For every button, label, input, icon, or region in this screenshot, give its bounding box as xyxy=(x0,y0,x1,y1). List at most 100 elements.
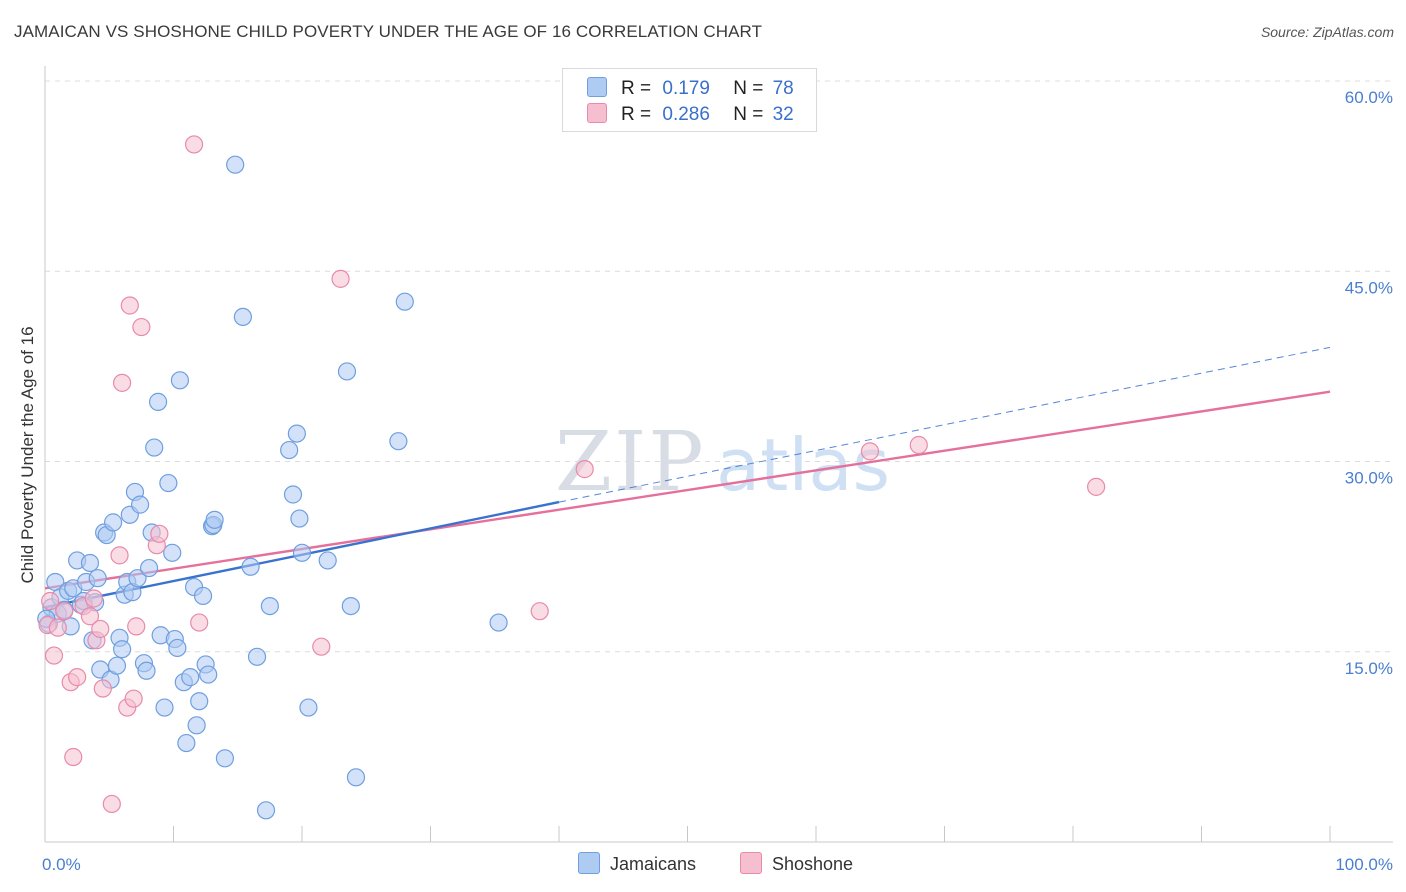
y-axis-label: Child Poverty Under the Age of 16 xyxy=(18,326,37,584)
grid-lines xyxy=(45,80,1393,653)
shoshone-point xyxy=(55,602,74,621)
chart-source: Source: ZipAtlas.com xyxy=(1260,24,1394,40)
chart-title: JAMAICAN VS SHOSHONE CHILD POVERTY UNDER… xyxy=(14,22,763,41)
jamaicans-point xyxy=(139,558,159,578)
shoshone-point xyxy=(1087,477,1106,496)
jamaicans-point xyxy=(287,424,306,443)
shoshone-point xyxy=(530,602,549,621)
jamaicans-point xyxy=(395,292,414,311)
jamaicans-point xyxy=(215,749,234,768)
bottom-legend-label-shoshone: Shoshone xyxy=(772,854,854,874)
jamaicans-point xyxy=(137,661,156,680)
shoshone-point xyxy=(132,317,151,337)
jamaicans-point xyxy=(104,513,123,532)
jamaicans-point xyxy=(283,485,303,504)
shoshone-point xyxy=(120,296,139,315)
shoshone-trend-line xyxy=(44,390,1331,590)
shoshone-point xyxy=(575,460,594,479)
legend-swatch-shoshone xyxy=(587,103,607,123)
correlation-legend: R = 0.179 N = 78 R = 0.286 N = 32 xyxy=(562,68,817,132)
jamaicans-point xyxy=(130,495,150,514)
jamaicans-point xyxy=(107,656,127,675)
shoshone-point xyxy=(64,747,83,767)
shoshone-point xyxy=(44,646,64,665)
jamaicans-point xyxy=(88,569,107,588)
watermark-atlas: atlas xyxy=(716,423,890,507)
shoshone-point xyxy=(190,613,209,632)
bottom-legend-jamaicans: Jamaicans xyxy=(578,852,696,876)
jamaicans-point xyxy=(280,440,299,460)
jamaicans-point xyxy=(163,543,182,562)
jamaicans-point xyxy=(318,551,337,570)
bottom-legend-label-jamaicans: Jamaicans xyxy=(610,854,697,874)
jamaicans-point xyxy=(199,665,218,684)
shoshone-point xyxy=(112,373,132,392)
tick-labels: 15.0% 30.0% 45.0% 60.0% 0.0% 100.0% xyxy=(42,88,1393,874)
x-tick-label: 0.0% xyxy=(42,855,81,874)
y-tick-label: 60.0% xyxy=(1345,88,1393,107)
y-tick-label: 30.0% xyxy=(1345,469,1393,488)
jamaicans-point xyxy=(290,509,309,528)
jamaicans-point xyxy=(256,801,276,820)
shoshone-point xyxy=(127,617,146,636)
jamaicans-point xyxy=(187,716,206,735)
jamaicans-point xyxy=(193,586,213,606)
jamaicans-point xyxy=(346,768,366,787)
shoshone-point xyxy=(860,442,880,461)
shoshone-point xyxy=(80,607,100,626)
jamaicans-point xyxy=(337,362,357,381)
shoshone-point xyxy=(102,794,121,814)
jamaicans-point xyxy=(205,510,224,529)
shoshone-point xyxy=(312,637,331,656)
legend-n-value: 32 xyxy=(772,104,794,125)
jamaicans-point xyxy=(177,733,196,753)
bottom-legend-shoshone: Shoshone xyxy=(740,852,853,876)
jamaicans-points xyxy=(37,155,508,820)
jamaicans-point xyxy=(299,698,318,717)
jamaicans-point xyxy=(190,692,209,711)
shoshone-point xyxy=(110,546,129,565)
legend-row-jamaicans: R = 0.179 N = 78 xyxy=(587,77,794,101)
jamaicans-point xyxy=(128,569,147,588)
watermark-zip: ZIP xyxy=(555,415,706,510)
jamaicans-point xyxy=(247,647,267,666)
jamaicans-point xyxy=(155,698,174,717)
shoshone-point xyxy=(909,435,928,455)
legend-n-label: N = xyxy=(733,78,764,99)
jamaicans-point xyxy=(292,543,312,562)
watermark: ZIP atlas xyxy=(555,415,890,510)
jamaicans-point xyxy=(341,596,360,616)
shoshone-points xyxy=(38,135,1106,814)
shoshone-point xyxy=(48,618,67,637)
legend-swatch-jamaicans xyxy=(587,77,607,97)
jamaicans-point xyxy=(241,557,260,576)
legend-n-label: N = xyxy=(733,104,764,125)
x-tick-label: 100.0% xyxy=(1335,855,1393,874)
jamaicans-point xyxy=(168,638,187,658)
shoshone-point xyxy=(41,591,60,611)
axes xyxy=(44,66,1393,843)
jamaicans-point xyxy=(145,438,164,457)
shoshone-point xyxy=(331,269,350,288)
shoshone-point xyxy=(91,619,110,639)
jamaicans-point xyxy=(389,432,408,451)
jamaicans-point xyxy=(112,640,132,659)
legend-r-value: 0.286 xyxy=(662,104,710,125)
shoshone-point xyxy=(93,679,112,698)
legend-n-value: 78 xyxy=(772,78,794,99)
legend-r-value: 0.179 xyxy=(662,78,710,99)
legend-r-label: R = xyxy=(621,104,652,125)
jamaicans-point xyxy=(489,613,508,632)
y-tick-label: 45.0% xyxy=(1345,278,1393,297)
y-tick-label: 15.0% xyxy=(1345,659,1393,678)
legend-row-shoshone: R = 0.286 N = 32 xyxy=(587,103,794,127)
shoshone-point xyxy=(124,689,143,708)
jamaicans-point xyxy=(226,155,245,174)
bottom-legend-swatch-shoshone xyxy=(740,852,762,874)
jamaicans-point xyxy=(260,596,279,616)
shoshone-point xyxy=(150,524,169,543)
shoshone-point xyxy=(68,668,87,687)
jamaicans-point xyxy=(170,371,190,390)
bottom-legend-swatch-jamaicans xyxy=(578,852,600,874)
